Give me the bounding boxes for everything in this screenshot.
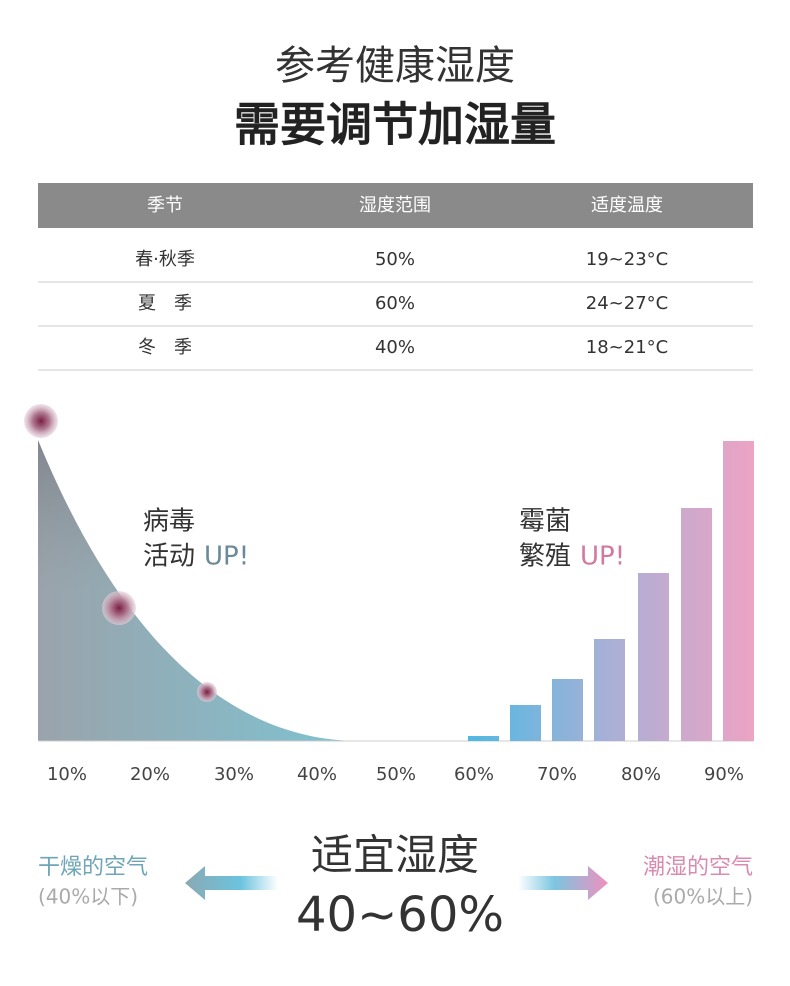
- x-label: 60%: [454, 764, 494, 785]
- x-label: 10%: [47, 764, 87, 785]
- cell: 50%: [375, 249, 415, 270]
- table-header: [38, 183, 753, 228]
- cell: 18~21°C: [586, 337, 668, 358]
- cell: 60%: [375, 293, 415, 314]
- cell: 春·秋季: [135, 249, 195, 270]
- humid-note: (60%以上): [653, 885, 753, 909]
- mold-up: UP!: [580, 542, 625, 572]
- virus-icon: [102, 591, 136, 625]
- bar: [681, 508, 712, 741]
- x-label: 90%: [704, 764, 744, 785]
- mold-verb: 繁殖: [519, 542, 571, 572]
- x-label: 80%: [621, 764, 661, 785]
- cell: 19~23°C: [586, 249, 668, 270]
- title: 需要调节加湿量: [234, 98, 556, 152]
- cell: 40%: [375, 337, 415, 358]
- virus-label: 病毒: [143, 507, 195, 537]
- dry-label: 干燥的空气: [38, 855, 148, 880]
- humid-label: 潮湿的空气: [643, 855, 753, 880]
- x-label: 50%: [376, 764, 416, 785]
- subtitle: 参考健康湿度: [275, 43, 515, 89]
- bar: [510, 705, 541, 741]
- virus-curve-shade: [38, 440, 360, 741]
- cell: 夏 季: [138, 293, 192, 314]
- footer-range: 40~60%: [296, 887, 504, 943]
- x-label: 20%: [130, 764, 170, 785]
- arrow-left: [185, 866, 278, 900]
- cell: 24~27°C: [586, 293, 668, 314]
- column-header: 季节: [147, 195, 183, 216]
- bar: [723, 441, 754, 741]
- mold-label: 霉菌: [519, 507, 571, 537]
- x-label: 70%: [537, 764, 577, 785]
- bar: [594, 639, 625, 741]
- footer-title: 适宜湿度: [311, 831, 479, 880]
- bar: [552, 679, 583, 741]
- virus-icon: [24, 404, 58, 438]
- bar: [468, 736, 499, 741]
- dry-note: (40%以下): [38, 885, 138, 909]
- column-header: 湿度范围: [359, 195, 431, 216]
- virus-icon: [197, 682, 217, 702]
- bar: [638, 573, 669, 741]
- x-label: 40%: [297, 764, 337, 785]
- column-header: 适度温度: [591, 195, 663, 216]
- arrow-right: [518, 866, 608, 900]
- x-label: 30%: [214, 764, 254, 785]
- mold-bars: [468, 441, 754, 741]
- cell: 冬 季: [138, 337, 192, 358]
- virus-up: UP!: [204, 542, 249, 572]
- virus-verb: 活动: [143, 542, 195, 572]
